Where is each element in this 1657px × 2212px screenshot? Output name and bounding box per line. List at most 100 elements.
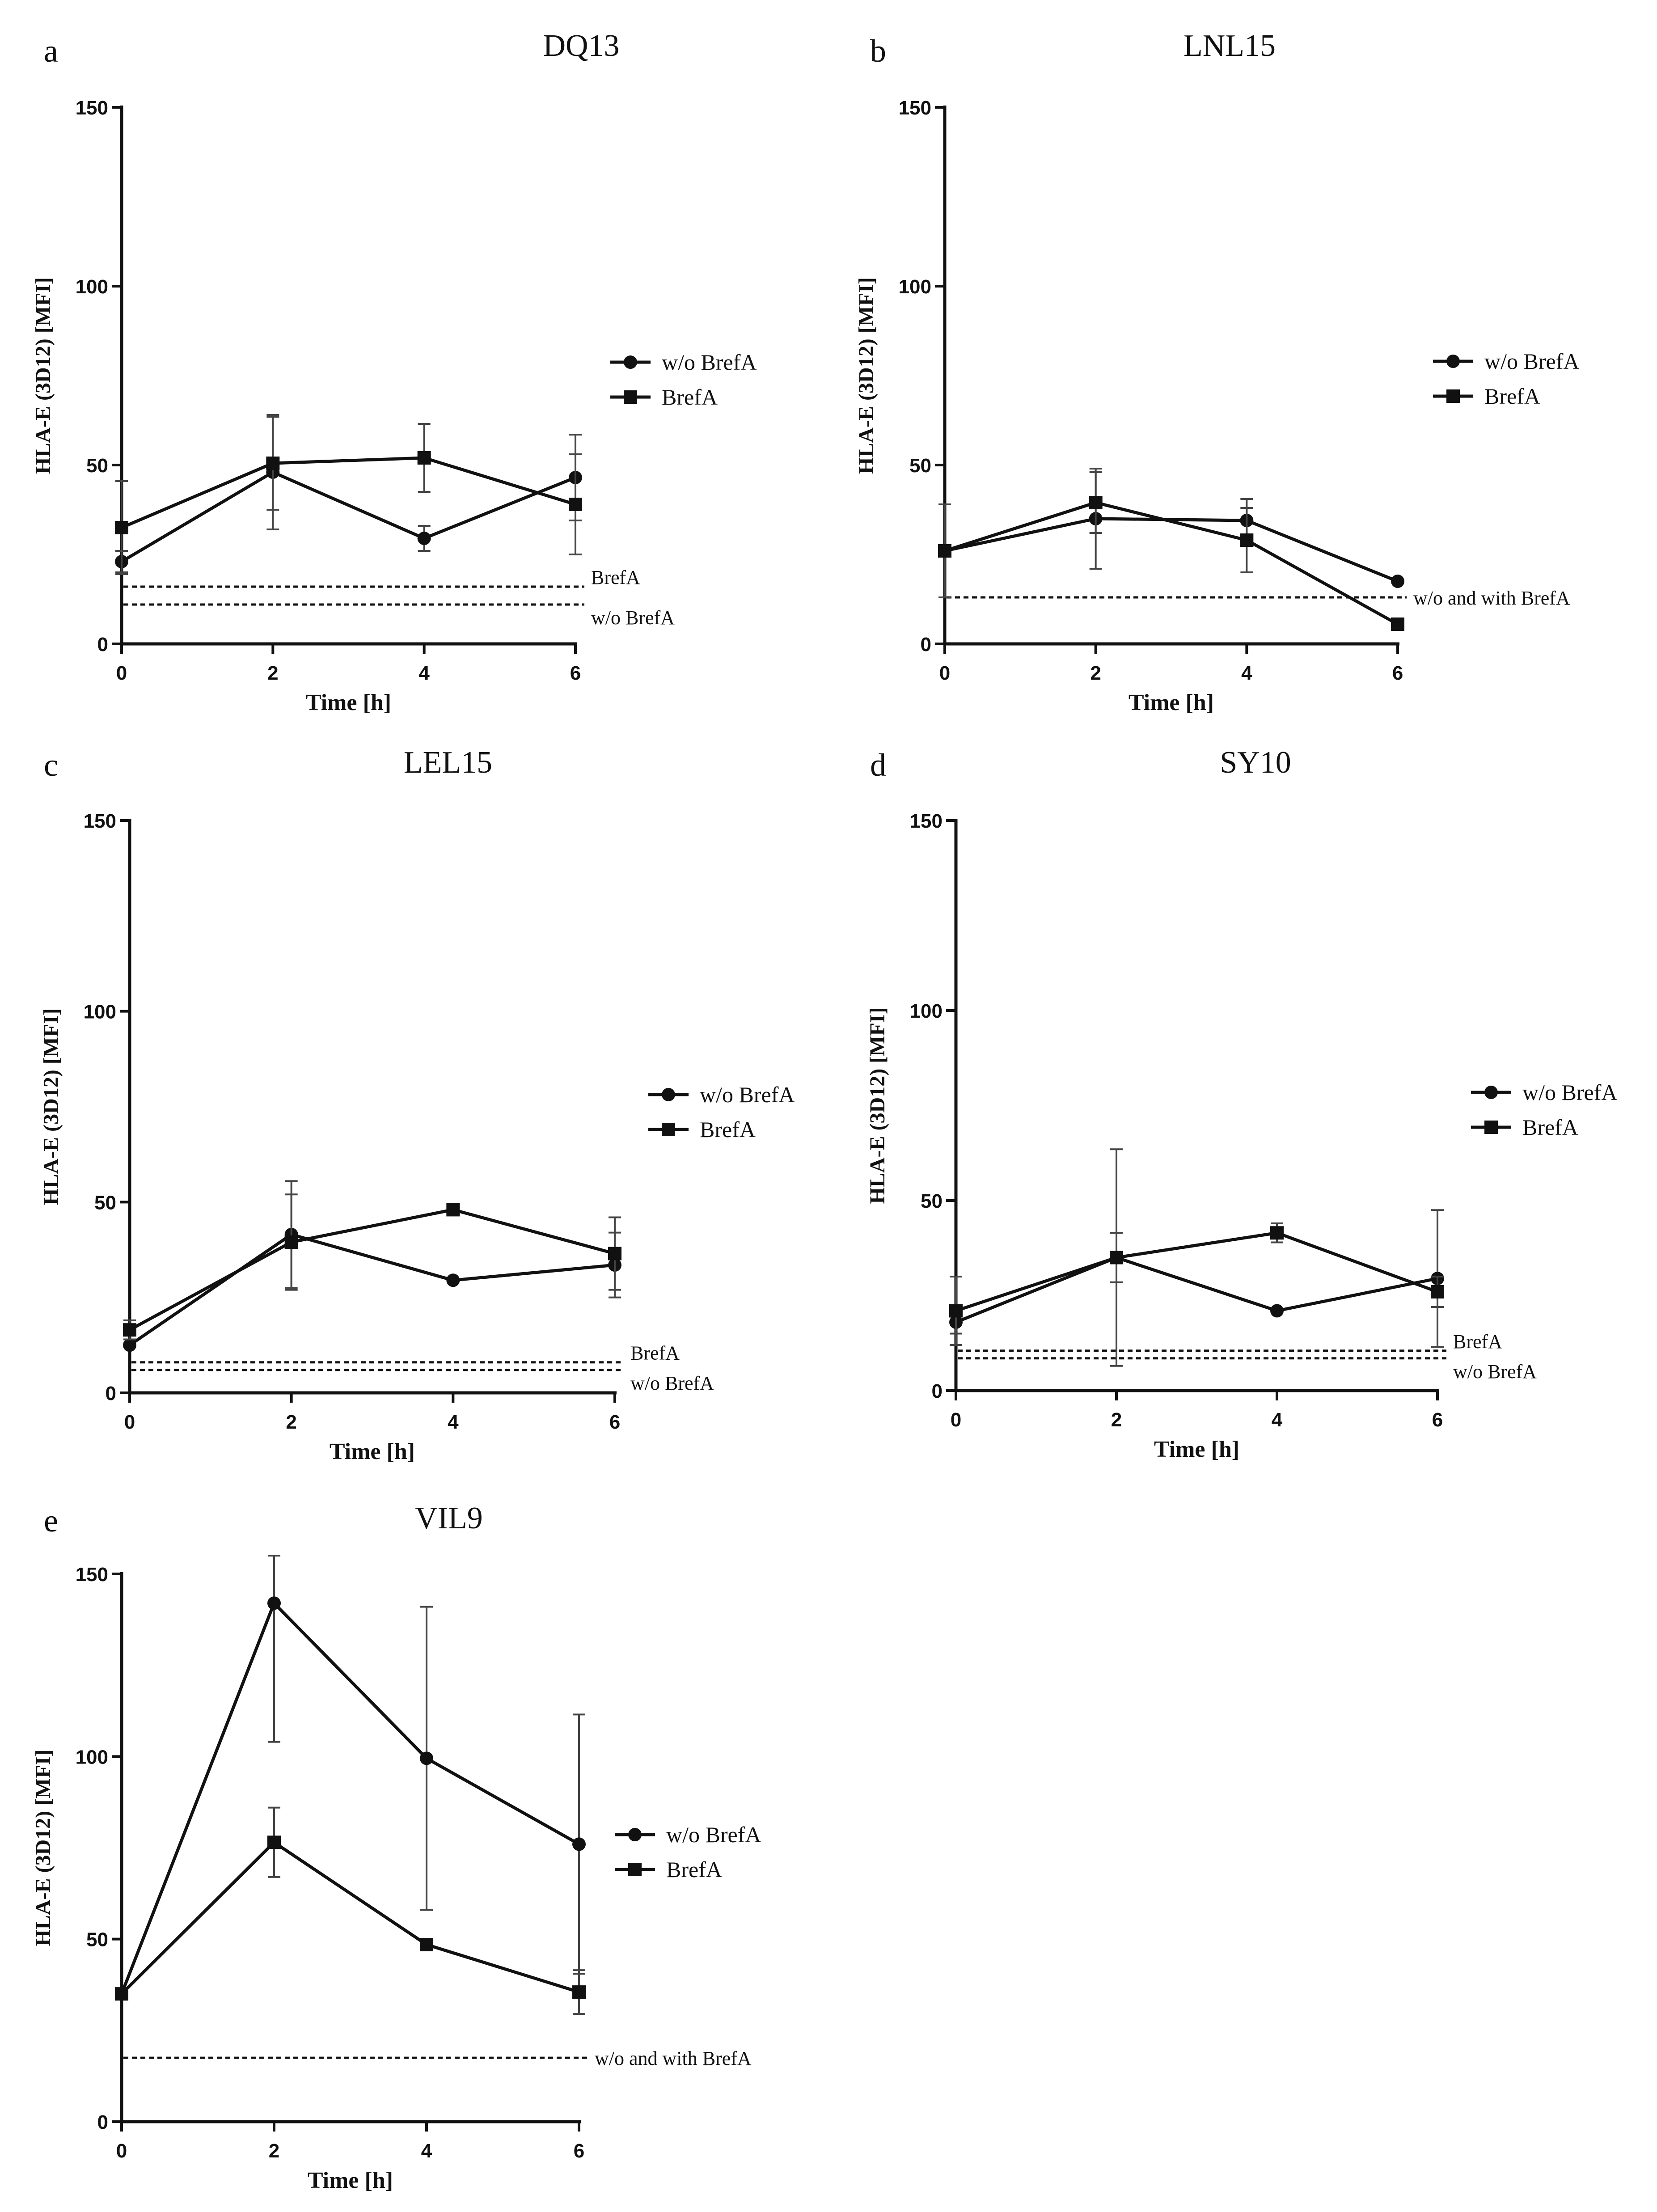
data-point xyxy=(420,1937,433,1951)
y-tick-label: 100 xyxy=(84,1001,116,1023)
data-point xyxy=(267,1596,281,1610)
series-line xyxy=(944,501,1399,626)
y-axis-label: HLA-E (3D12) [MFI] xyxy=(31,277,55,474)
data-point xyxy=(123,1323,136,1337)
legend-label: BrefA xyxy=(1484,384,1540,409)
data-point xyxy=(572,1837,586,1851)
series-line xyxy=(129,1233,615,1347)
series-without-brefa xyxy=(115,414,582,573)
data-point xyxy=(446,1273,460,1287)
y-tick-label: 100 xyxy=(910,1000,943,1022)
y-tick-label: 0 xyxy=(97,634,108,656)
data-point xyxy=(446,1203,460,1217)
legend-marker xyxy=(628,1863,642,1876)
data-point xyxy=(420,1751,433,1765)
legend-marker xyxy=(662,1123,675,1136)
panel-label: c xyxy=(44,747,58,783)
x-axis-label: Time [h] xyxy=(330,1439,415,1464)
baseline-label: w/o BrefA xyxy=(1453,1361,1537,1383)
x-axis-label: Time [h] xyxy=(308,2168,393,2193)
data-point xyxy=(115,1987,128,2001)
legend: w/o BrefA BrefA xyxy=(1433,349,1579,409)
y-tick-label: 0 xyxy=(106,1383,116,1404)
y-tick-label: 150 xyxy=(84,810,116,832)
legend-label: w/o BrefA xyxy=(662,350,757,375)
legend-marker xyxy=(624,390,637,404)
baseline-label: w/o BrefA xyxy=(630,1372,714,1394)
legend-label: w/o BrefA xyxy=(666,1822,761,1847)
y-axis-label: HLA-E (3D12) [MFI] xyxy=(39,1008,63,1205)
y-tick-label: 0 xyxy=(97,2111,108,2133)
series-without-brefa xyxy=(123,1180,621,1352)
data-point xyxy=(1240,533,1254,547)
data-point xyxy=(1391,575,1404,588)
data-point xyxy=(1270,1226,1284,1240)
series-brefa xyxy=(115,416,582,575)
data-point xyxy=(417,532,431,545)
y-axis-label: HLA-E (3D12) [MFI] xyxy=(31,1750,55,1946)
chart-panel-a: a DQ13 0 50 100 150 0 2 4 6 Time [h] HLA-E (3D12) [… xyxy=(31,29,757,715)
legend-marker xyxy=(1446,389,1460,403)
panel-label: d xyxy=(870,747,886,783)
x-tick-label: 2 xyxy=(1090,662,1101,684)
x-tick-label: 2 xyxy=(267,662,278,684)
panel-label: b xyxy=(870,33,886,69)
data-point xyxy=(115,521,128,534)
legend-label: BrefA xyxy=(666,1857,722,1882)
x-tick-label: 2 xyxy=(286,1411,296,1433)
legend-label: w/o BrefA xyxy=(1484,349,1579,374)
chart-title: LEL15 xyxy=(404,745,492,780)
chart-title: VIL9 xyxy=(415,1501,483,1535)
legend: w/o BrefA BrefA xyxy=(648,1082,795,1142)
x-tick-label: 6 xyxy=(1392,662,1403,684)
data-point xyxy=(417,451,431,465)
series-line xyxy=(944,517,1399,583)
data-point xyxy=(949,1304,963,1318)
y-tick-label: 50 xyxy=(94,1192,116,1214)
y-tick-label: 0 xyxy=(921,634,931,656)
x-tick-label: 6 xyxy=(570,662,581,684)
x-tick-label: 6 xyxy=(1432,1409,1443,1431)
chart-panel-c: c LEL15 0 50 100 150 0 2 4 6 Time [h] HLA-E (3D12) … xyxy=(39,745,795,1464)
y-axis-label: HLA-E (3D12) [MFI] xyxy=(866,1007,889,1204)
legend-label: BrefA xyxy=(700,1117,756,1142)
legend-marker xyxy=(662,1088,675,1101)
y-tick-label: 50 xyxy=(86,455,108,477)
chart-panel-b: b LNL15 0 50 100 150 0 2 4 6 Time [h] HLA-E (3D12) … xyxy=(854,29,1579,715)
series-brefa xyxy=(949,1222,1444,1346)
y-tick-label: 150 xyxy=(76,97,108,119)
legend: w/o BrefA BrefA xyxy=(615,1822,761,1882)
chart-title: LNL15 xyxy=(1184,29,1276,63)
legend-marker xyxy=(1446,355,1460,368)
series-line xyxy=(120,1840,580,1995)
x-tick-label: 0 xyxy=(116,2140,127,2162)
x-tick-label: 4 xyxy=(1272,1409,1283,1431)
legend-marker xyxy=(624,355,637,369)
data-point xyxy=(938,544,951,558)
x-axis-label: Time [h] xyxy=(1154,1437,1239,1462)
data-point xyxy=(1089,496,1103,509)
legend-label: BrefA xyxy=(662,385,718,410)
series-line xyxy=(955,1231,1438,1312)
data-point xyxy=(1110,1251,1123,1265)
x-tick-label: 2 xyxy=(269,2140,279,2162)
y-tick-label: 50 xyxy=(86,1929,108,1951)
y-tick-label: 50 xyxy=(909,455,931,477)
data-point xyxy=(1391,617,1404,631)
panel-label: e xyxy=(44,1503,58,1539)
series-without-brefa xyxy=(949,1148,1444,1367)
chart-panel-e: e VIL9 0 50 100 150 0 2 4 6 Time [h] HLA-E (3D12) [… xyxy=(31,1501,761,2193)
series-line xyxy=(955,1256,1438,1324)
y-tick-label: 100 xyxy=(76,1746,108,1768)
series-line xyxy=(121,470,576,563)
series-line xyxy=(120,1600,580,1995)
x-tick-label: 0 xyxy=(124,1411,135,1433)
baseline-label: BrefA xyxy=(1453,1331,1502,1353)
data-point xyxy=(569,498,582,511)
data-point xyxy=(267,1836,281,1849)
x-tick-label: 6 xyxy=(609,1411,620,1433)
y-tick-label: 0 xyxy=(932,1380,943,1402)
chart-panel-d: d SY10 0 50 100 150 0 2 4 6 Time [h] HLA-E (3D12) [… xyxy=(866,745,1617,1462)
legend-label: w/o BrefA xyxy=(1522,1080,1617,1105)
